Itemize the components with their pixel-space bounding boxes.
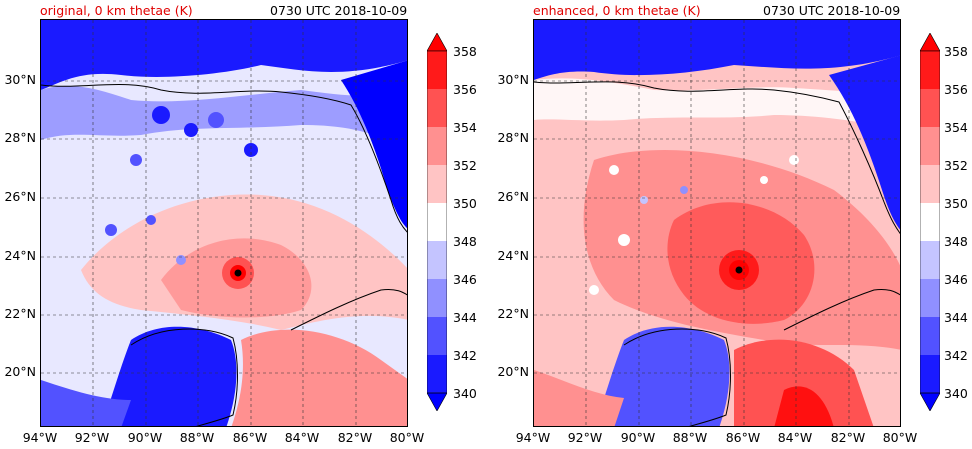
colorbar-label: 348 bbox=[453, 234, 477, 249]
lat-label: 20°N bbox=[4, 364, 36, 379]
lat-label: 30°N bbox=[4, 72, 36, 87]
colorbar-label: 346 bbox=[453, 272, 477, 287]
map-original bbox=[40, 19, 408, 427]
lat-label: 22°N bbox=[4, 306, 36, 321]
colorbar-label: 350 bbox=[944, 196, 968, 211]
lat-label: 24°N bbox=[4, 248, 36, 263]
colorbar-label: 340 bbox=[944, 386, 968, 401]
map-enhanced bbox=[533, 19, 901, 427]
lon-label: 94°W bbox=[515, 430, 551, 445]
lat-label: 26°N bbox=[4, 189, 36, 204]
colorbar-label: 344 bbox=[944, 310, 968, 325]
colorbar-label: 342 bbox=[944, 348, 968, 363]
colorbar-label: 356 bbox=[944, 82, 968, 97]
colorbar-label: 352 bbox=[944, 158, 968, 173]
lon-label: 90°W bbox=[127, 430, 163, 445]
lon-label: 80°W bbox=[882, 430, 918, 445]
lon-label: 86°W bbox=[725, 430, 761, 445]
lon-label: 90°W bbox=[620, 430, 656, 445]
lon-label: 88°W bbox=[672, 430, 708, 445]
lon-label: 92°W bbox=[74, 430, 110, 445]
lon-label: 92°W bbox=[567, 430, 603, 445]
lon-label: 86°W bbox=[232, 430, 268, 445]
colorbar-label: 358 bbox=[944, 44, 968, 59]
colorbar-label: 358 bbox=[453, 44, 477, 59]
lon-label: 94°W bbox=[22, 430, 58, 445]
panel-title: enhanced, 0 km thetae (K) bbox=[533, 3, 701, 18]
colorbar-label: 352 bbox=[453, 158, 477, 173]
colorbar-label: 350 bbox=[453, 196, 477, 211]
colorbar bbox=[920, 33, 940, 411]
panel-time: 0730 UTC 2018-10-09 bbox=[763, 3, 901, 18]
colorbar-label: 344 bbox=[453, 310, 477, 325]
lon-label: 82°W bbox=[830, 430, 866, 445]
colorbar-label: 340 bbox=[453, 386, 477, 401]
lon-label: 88°W bbox=[179, 430, 215, 445]
lon-label: 80°W bbox=[389, 430, 425, 445]
lon-label: 84°W bbox=[284, 430, 320, 445]
lat-label: 20°N bbox=[497, 364, 529, 379]
panel-title: original, 0 km thetae (K) bbox=[40, 3, 193, 18]
lat-label: 28°N bbox=[497, 130, 529, 145]
lon-label: 84°W bbox=[777, 430, 813, 445]
colorbar-label: 356 bbox=[453, 82, 477, 97]
colorbar-label: 348 bbox=[944, 234, 968, 249]
lat-label: 22°N bbox=[497, 306, 529, 321]
colorbar-label: 354 bbox=[944, 120, 968, 135]
lat-label: 28°N bbox=[4, 130, 36, 145]
colorbar-label: 354 bbox=[453, 120, 477, 135]
panel-time: 0730 UTC 2018-10-09 bbox=[270, 3, 408, 18]
lat-label: 24°N bbox=[497, 248, 529, 263]
colorbar-label: 342 bbox=[453, 348, 477, 363]
lon-label: 82°W bbox=[337, 430, 373, 445]
lat-label: 26°N bbox=[497, 189, 529, 204]
colorbar-label: 346 bbox=[944, 272, 968, 287]
lat-label: 30°N bbox=[497, 72, 529, 87]
colorbar bbox=[427, 33, 447, 411]
